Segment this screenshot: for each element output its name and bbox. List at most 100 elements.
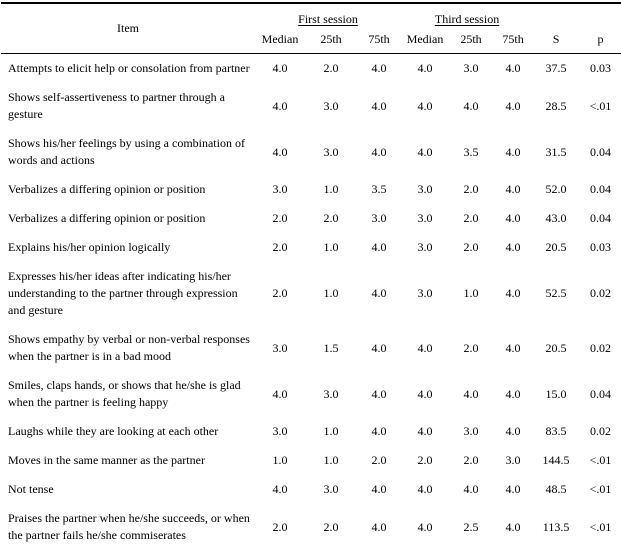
s-column-spacer [533,3,579,28]
value-cell: 0.04 [590,144,612,159]
value-cell: 4.0 [417,98,433,113]
value-cell: 4.0 [371,98,387,113]
value-cell: 4.0 [272,61,288,75]
value-cell: 0.04 [590,386,612,401]
value-cell: 2.0 [272,211,288,225]
value-cell: 4.0 [371,386,387,401]
value-cell: 4.0 [272,386,288,401]
value-cell: 4.0 [463,386,479,401]
value-cell: 2.0 [323,61,339,75]
item-cell: Smiles, claps hands, or shows that he/sh… [8,378,241,409]
item-cell: Shows self-assertiveness to partner thro… [8,90,225,121]
column-header-25th-first: 25th [305,28,357,54]
column-header-25th-third: 25th [449,28,494,54]
item-cell: Verbalizes a differing opinion or positi… [8,182,206,196]
value-cell: 31.5 [545,144,567,159]
third-session-label: Third session [434,12,500,26]
value-cell: 4.0 [272,98,288,113]
item-cell: Expresses his/her ideas after indicating… [8,269,238,317]
value-cell: 52.0 [545,182,567,196]
item-cell: Attempts to elicit help or consolation f… [8,61,250,75]
value-cell: 43.0 [545,211,567,225]
value-cell: 2.0 [463,240,479,254]
value-cell: 83.5 [545,424,567,438]
item-cell: Shows empathy by verbal or non-verbal re… [8,332,250,363]
value-cell: 4.0 [505,61,521,75]
value-cell: 3.0 [323,98,339,113]
value-cell: 3.0 [417,182,433,196]
value-cell: 1.0 [272,453,288,467]
value-cell: 0.03 [590,240,612,254]
value-cell: 4.0 [505,424,521,438]
column-header-item: Item [1,3,255,54]
value-cell: 4.0 [505,182,521,196]
column-header-p-value: p [579,28,621,54]
value-cell: 4.0 [371,61,387,75]
value-cell: <.01 [589,482,612,496]
value-cell: 0.02 [590,424,612,438]
value-cell: 4.0 [417,424,433,438]
table-row: Not tense 4.0 3.0 4.0 4.0 4.0 4.0 48.5 <.01 [1,475,621,504]
sub-header-row: Median 25th 75th Median 25th 75th S p [1,28,621,54]
item-cell: Praises the partner when he/she succeeds… [8,511,250,542]
first-session-label: First session [298,12,358,26]
value-cell: 3.0 [505,453,521,467]
column-header-median-third: Median [401,28,450,54]
column-header-s-statistic: S [533,28,580,54]
value-cell: 3.0 [417,211,433,225]
value-cell: 0.04 [590,211,612,225]
value-cell: 15.0 [545,386,567,401]
value-cell: 1.0 [323,240,339,254]
value-cell: 3.0 [417,240,433,254]
table-row: Shows empathy by verbal or non-verbal re… [1,325,621,371]
value-cell: 2.0 [463,211,479,225]
p-column-spacer [579,3,621,28]
table-row: Shows his/her feelings by using a combin… [1,129,621,175]
value-cell: 1.0 [323,182,339,196]
value-cell: 0.03 [590,61,612,75]
value-cell: 3.0 [272,340,288,355]
value-cell: 52.5 [545,286,567,300]
value-cell: 113.5 [542,519,570,534]
value-cell: 4.0 [417,144,433,159]
value-cell: 2.0 [272,519,288,534]
column-header-median-first: Median [255,28,305,54]
value-cell: 4.0 [272,144,288,159]
value-cell: 2.0 [272,240,288,254]
value-cell: 4.0 [505,240,521,254]
value-cell: 4.0 [505,144,521,159]
column-group-third-session: Third session [401,3,533,28]
table-row: Verbalizes a differing opinion or positi… [1,204,621,233]
value-cell: <.01 [589,519,612,534]
item-cell: Verbalizes a differing opinion or positi… [8,211,206,225]
value-cell: 4.0 [505,482,521,496]
value-cell: 4.0 [463,482,479,496]
value-cell: 3.0 [323,144,339,159]
table-row: Moves in the same manner as the partner 1… [1,446,621,475]
value-cell: 3.0 [463,424,479,438]
value-cell: 4.0 [417,340,433,355]
value-cell: 2.0 [417,453,433,467]
table-body: Attempts to elicit help or consolation f… [1,54,621,547]
value-cell: <.01 [589,453,612,467]
value-cell: 2.5 [463,519,479,534]
value-cell: 144.5 [542,453,570,467]
value-cell: 3.0 [463,61,479,75]
value-cell: 3.0 [417,286,433,300]
table-row: Attempts to elicit help or consolation f… [1,54,621,84]
value-cell: 4.0 [505,286,521,300]
value-cell: 4.0 [371,144,387,159]
value-cell: 1.5 [323,340,339,355]
value-cell: 28.5 [545,98,567,113]
column-header-75th-first: 75th [357,28,402,54]
value-cell: 4.0 [505,519,521,534]
value-cell: 37.5 [545,61,567,75]
value-cell: 48.5 [545,482,567,496]
table-row: Expresses his/her ideas after indicating… [1,262,621,325]
table-header: Item First session Third session Median … [1,3,621,54]
value-cell: 4.0 [371,482,387,496]
item-cell: Shows his/her feelings by using a combin… [8,136,245,167]
value-cell: 4.0 [505,211,521,225]
value-cell: 0.04 [590,182,612,196]
